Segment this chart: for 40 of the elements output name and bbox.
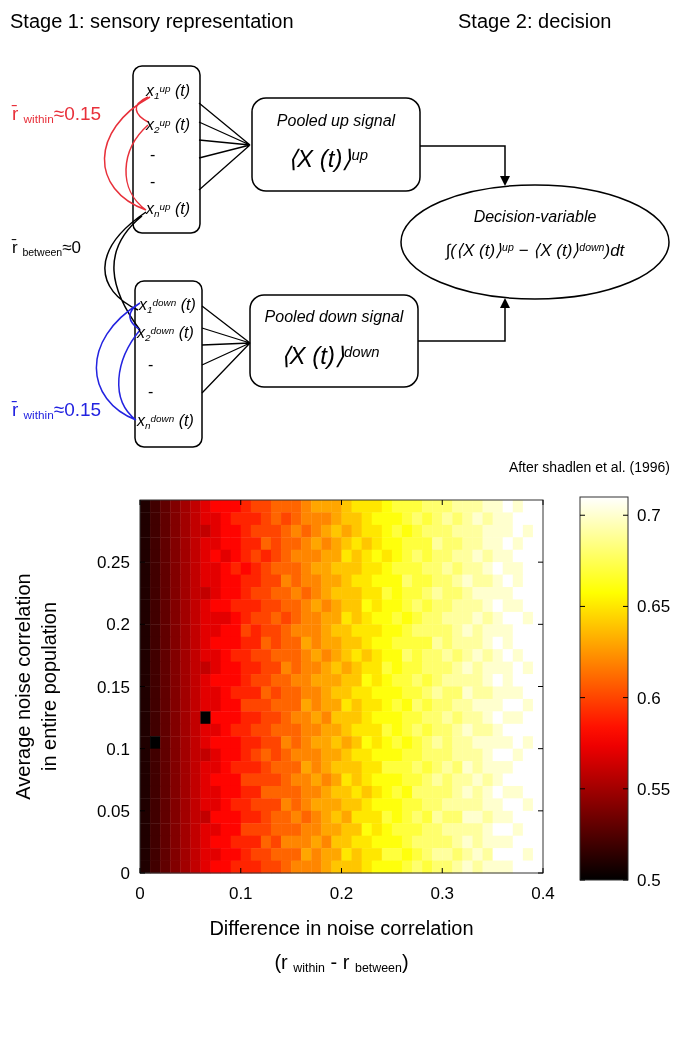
color-bar-label: 0.55 — [637, 779, 671, 799]
text: x$_{1}$$^{down}$ (t) — [138, 296, 196, 315]
y-tick-label: 0.1 — [106, 739, 130, 759]
text: x$_{2}$$^{down}$ (t) — [136, 324, 194, 343]
text: x$_{n}$$^{up}$ (t) — [145, 200, 191, 219]
y-tick-label: 0.05 — [96, 801, 130, 821]
x-tick-label: 0.2 — [329, 884, 354, 903]
text: - — [150, 173, 156, 190]
color-bar-label: 0.6 — [637, 688, 661, 708]
y-tick-label: 0.15 — [96, 677, 130, 697]
y-tick-label: 0.25 — [96, 553, 130, 573]
text: r̄ $_{within}$≈0.15 — [11, 399, 102, 421]
text: - — [148, 356, 154, 373]
text: x$_{2}$$^{up}$ (t) — [145, 116, 191, 135]
x-axis-title: Difference in noise correlation (r $_{within}$ - r $_{between}$) — [209, 917, 474, 975]
text: Stage 2: decision — [458, 10, 612, 32]
text: r̄ $_{within}$≈0.15 — [11, 103, 102, 125]
text: - — [150, 146, 156, 163]
color-bar-label: 0.5 — [637, 871, 661, 890]
text: Pooled down signal — [264, 308, 404, 325]
x-tick-label: 0 — [135, 884, 145, 903]
x-tick-label: 0.3 — [430, 884, 455, 903]
x-tick-label: 0.1 — [228, 884, 253, 903]
x-tick-label: 0.4 — [531, 884, 555, 903]
text: x$_{n}$$^{down}$ (t) — [136, 412, 194, 431]
text: ⟨X (t)⟩$^{down}$ — [280, 342, 380, 369]
text: After shadlen et al. (1996) — [508, 459, 670, 475]
text: ⟨X (t)⟩$^{up}$ — [288, 145, 368, 172]
text: x$_{1}$$^{up}$ (t) — [145, 82, 191, 101]
y-tick-label: 0 — [120, 864, 130, 883]
text: Pooled up signal — [276, 112, 396, 129]
text: - — [148, 383, 154, 400]
color-bar-label: 0.7 — [637, 506, 661, 526]
text: ∫(⟨X (t)⟩$^{up}$ − ⟨X (t)⟩$^{down}$)dt — [444, 241, 626, 260]
y-axis-title: Average noise correlation in entire population — [12, 573, 60, 800]
text: r̄ $_{between}$≈0 — [10, 238, 82, 258]
text: Decision-variable — [473, 208, 597, 225]
text: Stage 1: sensory representation — [10, 10, 294, 32]
y-tick-label: 0.2 — [106, 615, 130, 635]
color-bar-label: 0.65 — [637, 597, 671, 617]
